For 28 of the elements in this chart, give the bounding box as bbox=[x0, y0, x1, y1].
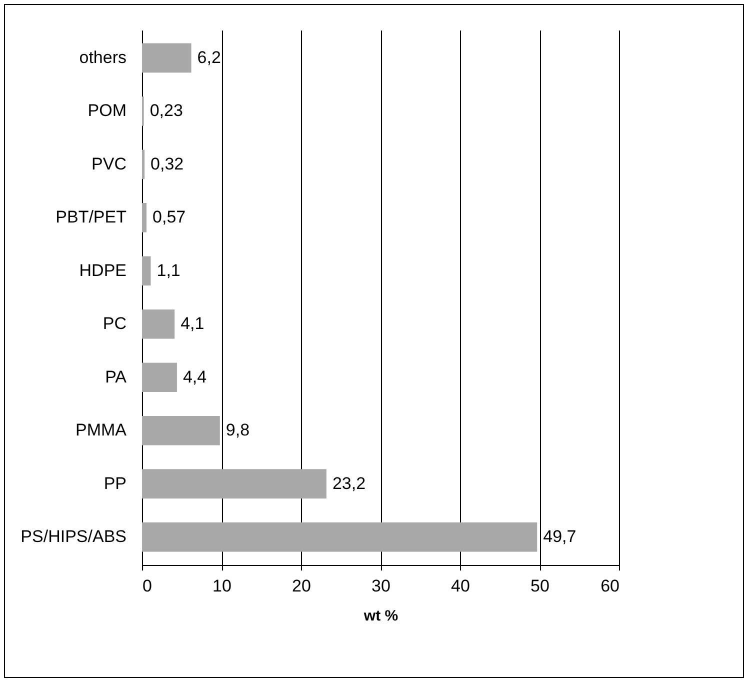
y-tick-label: PP bbox=[104, 474, 126, 493]
x-tick-label: 40 bbox=[451, 576, 470, 596]
y-tick-label: PS/HIPS/ABS bbox=[20, 527, 126, 546]
y-tick-label: PC bbox=[102, 314, 126, 334]
y-tick-label: PMMA bbox=[76, 420, 128, 440]
y-tick-label: PA bbox=[105, 367, 128, 386]
data-label: 1,1 bbox=[156, 260, 180, 280]
y-tick-label: PBT/PET bbox=[56, 208, 126, 227]
data-label: 23,2 bbox=[332, 474, 366, 493]
data-label: 0,23 bbox=[150, 101, 183, 120]
data-label: 4,1 bbox=[180, 314, 204, 334]
data-label: 9,8 bbox=[226, 420, 250, 440]
y-tick-label: PVC bbox=[92, 154, 126, 174]
y-tick-label: POM bbox=[88, 101, 126, 120]
data-label: 0,32 bbox=[150, 154, 184, 174]
x-tick-label: 10 bbox=[212, 576, 232, 596]
x-tick-label: 30 bbox=[372, 576, 390, 596]
x-tick-label: 20 bbox=[292, 576, 311, 596]
x-axis-title: wt % bbox=[362, 608, 398, 624]
data-label: 0,57 bbox=[152, 208, 186, 227]
y-tick-label: others bbox=[79, 48, 126, 67]
y-tick-label: HDPE bbox=[79, 260, 126, 280]
data-label: 6,2 bbox=[197, 48, 221, 67]
x-tick-label: 50 bbox=[530, 576, 550, 596]
x-tick-label: 0 bbox=[142, 576, 152, 596]
data-label: 4,4 bbox=[182, 367, 207, 386]
x-tick-label: 60 bbox=[600, 576, 620, 596]
data-label: 49,7 bbox=[543, 527, 576, 546]
